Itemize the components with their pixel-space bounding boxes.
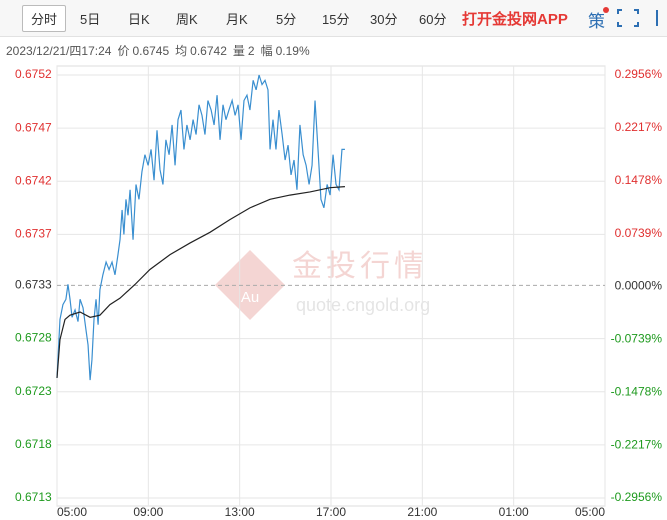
tab[interactable]: 分时 bbox=[22, 5, 67, 32]
y-tick-label: 0.6742 bbox=[15, 173, 52, 187]
x-tick-label: 01:00 bbox=[499, 505, 529, 519]
watermark-logo-text: Au bbox=[241, 289, 259, 306]
toolbar-icons bbox=[617, 9, 658, 27]
y2-tick-label: -0.2217% bbox=[611, 437, 663, 451]
tab[interactable]: 月K bbox=[226, 12, 248, 27]
tab[interactable]: 15分 bbox=[322, 12, 350, 27]
y-tick-label: 0.6737 bbox=[15, 227, 52, 241]
y2-tick-label: 0.2217% bbox=[615, 120, 663, 134]
y2-tick-label: -0.1478% bbox=[611, 384, 663, 398]
info-label: 幅 bbox=[260, 44, 273, 58]
info-value: 0.6742 bbox=[190, 44, 227, 58]
series-line bbox=[56, 186, 345, 378]
watermark-title: 金投行情 bbox=[292, 250, 428, 283]
y-tick-label: 0.6728 bbox=[15, 331, 52, 345]
toolbar: 打开金投网APP 策 分时 5日 日K 周K 月K 5分 15分 30分 60分 bbox=[0, 0, 667, 37]
watermark-url: quote.cngold.org bbox=[296, 295, 430, 315]
y-tick-label: 0.6752 bbox=[15, 67, 52, 81]
x-tick-label: 13:00 bbox=[225, 505, 255, 519]
y2-tick-label: -0.2956% bbox=[611, 490, 663, 504]
info-label: 均 bbox=[175, 44, 188, 58]
info-label: 价 bbox=[117, 44, 130, 58]
tab[interactable]: 5日 bbox=[80, 12, 101, 27]
fullscreen-icon[interactable] bbox=[617, 9, 639, 27]
app-link[interactable]: 打开金投网APP bbox=[462, 11, 568, 28]
y2-tick-label: 0.0739% bbox=[615, 226, 663, 240]
tab[interactable]: 5分 bbox=[276, 12, 297, 27]
y-tick-label: 0.6718 bbox=[15, 437, 52, 451]
x-tick-label: 05:00 bbox=[57, 505, 87, 519]
y2-tick-label: 0.1478% bbox=[615, 173, 663, 187]
plot-frame bbox=[56, 65, 606, 507]
notice-dot bbox=[603, 7, 609, 13]
x-tick-label: 21:00 bbox=[407, 505, 437, 519]
tab[interactable]: 30分 bbox=[370, 12, 398, 27]
y2-tick-label: 0.2956% bbox=[615, 67, 663, 81]
datetime: 2023/12/21/四17:24 bbox=[6, 44, 112, 58]
info-label: 量 bbox=[232, 44, 245, 58]
watermark-logo bbox=[215, 250, 285, 320]
x-tick-label: 05:00 bbox=[575, 505, 605, 519]
y2-tick-label: 0.0000% bbox=[615, 279, 663, 293]
y-tick-label: 0.6733 bbox=[15, 278, 52, 292]
info-value: 0.6745 bbox=[132, 44, 170, 58]
info-line: 2023/12/21/四17:24 价 0.6745 均 0.6742 量 2 幅 0.19% bbox=[6, 42, 316, 59]
tab[interactable]: 周K bbox=[176, 12, 198, 27]
y2-tick-label: -0.0739% bbox=[611, 332, 663, 346]
series-line bbox=[56, 74, 345, 381]
info-value: 0.19% bbox=[275, 44, 310, 58]
tab[interactable]: 日K bbox=[128, 12, 150, 27]
y-tick-label: 0.6723 bbox=[15, 384, 52, 398]
info-value: 2 bbox=[247, 44, 255, 58]
x-tick-label: 09:00 bbox=[133, 505, 163, 519]
tab[interactable]: 60分 bbox=[419, 12, 447, 27]
y-tick-label: 0.6747 bbox=[15, 120, 52, 134]
x-tick-label: 17:00 bbox=[316, 505, 346, 519]
y-tick-label: 0.6713 bbox=[15, 490, 52, 504]
watermark: Au 金投行情 quote.cngold.org bbox=[215, 250, 430, 320]
strategy-button[interactable]: 策 bbox=[588, 12, 605, 31]
